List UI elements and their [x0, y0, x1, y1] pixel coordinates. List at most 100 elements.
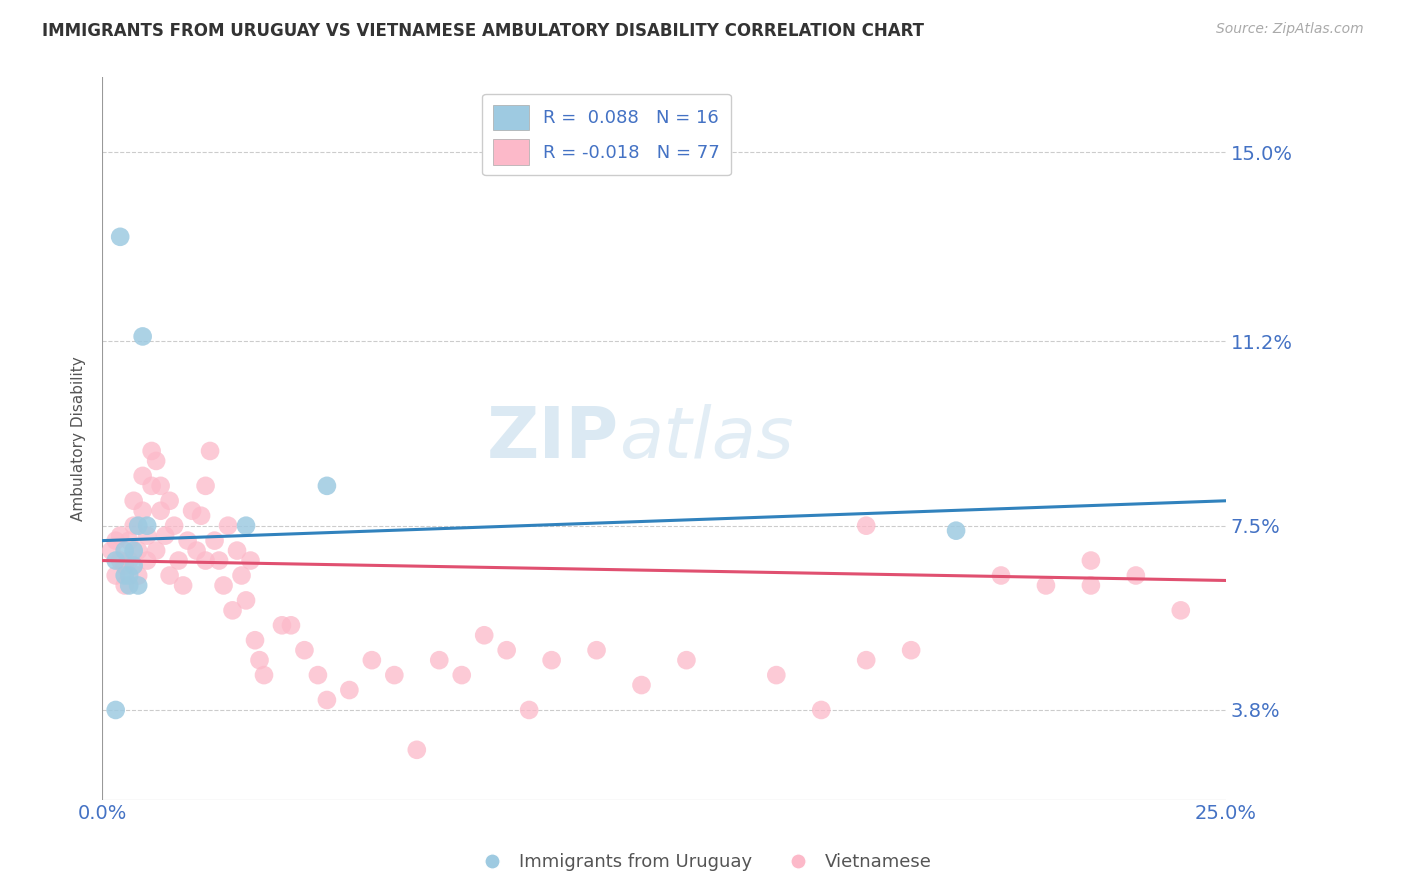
- Point: [181, 504, 204, 518]
- Point: [122, 518, 145, 533]
- Point: [337, 683, 360, 698]
- Point: [585, 643, 607, 657]
- Point: [472, 628, 495, 642]
- Point: [316, 479, 339, 493]
- Point: [167, 553, 190, 567]
- Point: [450, 668, 472, 682]
- Legend: R =  0.088   N = 16, R = -0.018   N = 77: R = 0.088 N = 16, R = -0.018 N = 77: [482, 94, 731, 176]
- Point: [186, 543, 208, 558]
- Point: [1035, 578, 1057, 592]
- Point: [172, 578, 194, 592]
- Point: [540, 653, 562, 667]
- Point: [194, 553, 217, 567]
- Legend: Immigrants from Uruguay, Vietnamese: Immigrants from Uruguay, Vietnamese: [467, 847, 939, 879]
- Point: [405, 743, 427, 757]
- Point: [176, 533, 198, 548]
- Text: Source: ZipAtlas.com: Source: ZipAtlas.com: [1216, 22, 1364, 37]
- Point: [212, 578, 235, 592]
- Point: [104, 533, 127, 548]
- Point: [235, 518, 257, 533]
- Point: [118, 578, 141, 592]
- Point: [141, 479, 163, 493]
- Point: [517, 703, 540, 717]
- Point: [765, 668, 787, 682]
- Point: [127, 568, 149, 582]
- Point: [149, 479, 172, 493]
- Point: [307, 668, 329, 682]
- Point: [118, 568, 141, 582]
- Point: [208, 553, 231, 567]
- Point: [122, 543, 145, 558]
- Point: [100, 543, 122, 558]
- Point: [221, 603, 243, 617]
- Point: [945, 524, 967, 538]
- Point: [159, 568, 181, 582]
- Point: [131, 329, 153, 343]
- Point: [163, 518, 186, 533]
- Text: atlas: atlas: [619, 404, 793, 473]
- Point: [114, 568, 136, 582]
- Point: [294, 643, 316, 657]
- Point: [1125, 568, 1147, 582]
- Point: [855, 653, 877, 667]
- Point: [118, 533, 141, 548]
- Point: [675, 653, 697, 667]
- Point: [427, 653, 450, 667]
- Point: [360, 653, 382, 667]
- Point: [145, 454, 167, 468]
- Point: [204, 533, 226, 548]
- Text: IMMIGRANTS FROM URUGUAY VS VIETNAMESE AMBULATORY DISABILITY CORRELATION CHART: IMMIGRANTS FROM URUGUAY VS VIETNAMESE AM…: [42, 22, 924, 40]
- Point: [495, 643, 517, 657]
- Point: [1170, 603, 1192, 617]
- Point: [114, 578, 136, 592]
- Point: [271, 618, 294, 632]
- Point: [108, 229, 131, 244]
- Point: [104, 703, 127, 717]
- Point: [136, 553, 159, 567]
- Point: [114, 543, 136, 558]
- Point: [127, 518, 149, 533]
- Point: [127, 543, 149, 558]
- Point: [231, 568, 253, 582]
- Point: [235, 593, 257, 607]
- Point: [382, 668, 405, 682]
- Point: [194, 479, 217, 493]
- Point: [145, 543, 167, 558]
- Point: [243, 633, 266, 648]
- Point: [253, 668, 276, 682]
- Point: [122, 493, 145, 508]
- Point: [810, 703, 832, 717]
- Point: [108, 553, 131, 567]
- Point: [141, 444, 163, 458]
- Point: [226, 543, 249, 558]
- Point: [104, 568, 127, 582]
- Point: [159, 493, 181, 508]
- Point: [239, 553, 262, 567]
- Point: [131, 469, 153, 483]
- Point: [280, 618, 302, 632]
- Point: [198, 444, 221, 458]
- Point: [108, 529, 131, 543]
- Point: [118, 553, 141, 567]
- Point: [217, 518, 239, 533]
- Text: ZIP: ZIP: [486, 404, 619, 473]
- Point: [249, 653, 271, 667]
- Point: [131, 504, 153, 518]
- Point: [149, 504, 172, 518]
- Point: [990, 568, 1012, 582]
- Point: [114, 558, 136, 573]
- Y-axis label: Ambulatory Disability: Ambulatory Disability: [72, 356, 86, 521]
- Point: [153, 529, 176, 543]
- Point: [630, 678, 652, 692]
- Point: [855, 518, 877, 533]
- Point: [900, 643, 922, 657]
- Point: [316, 693, 339, 707]
- Point: [104, 553, 127, 567]
- Point: [1080, 578, 1102, 592]
- Point: [136, 529, 159, 543]
- Point: [190, 508, 212, 523]
- Point: [1080, 553, 1102, 567]
- Point: [127, 578, 149, 592]
- Point: [136, 518, 159, 533]
- Point: [122, 558, 145, 573]
